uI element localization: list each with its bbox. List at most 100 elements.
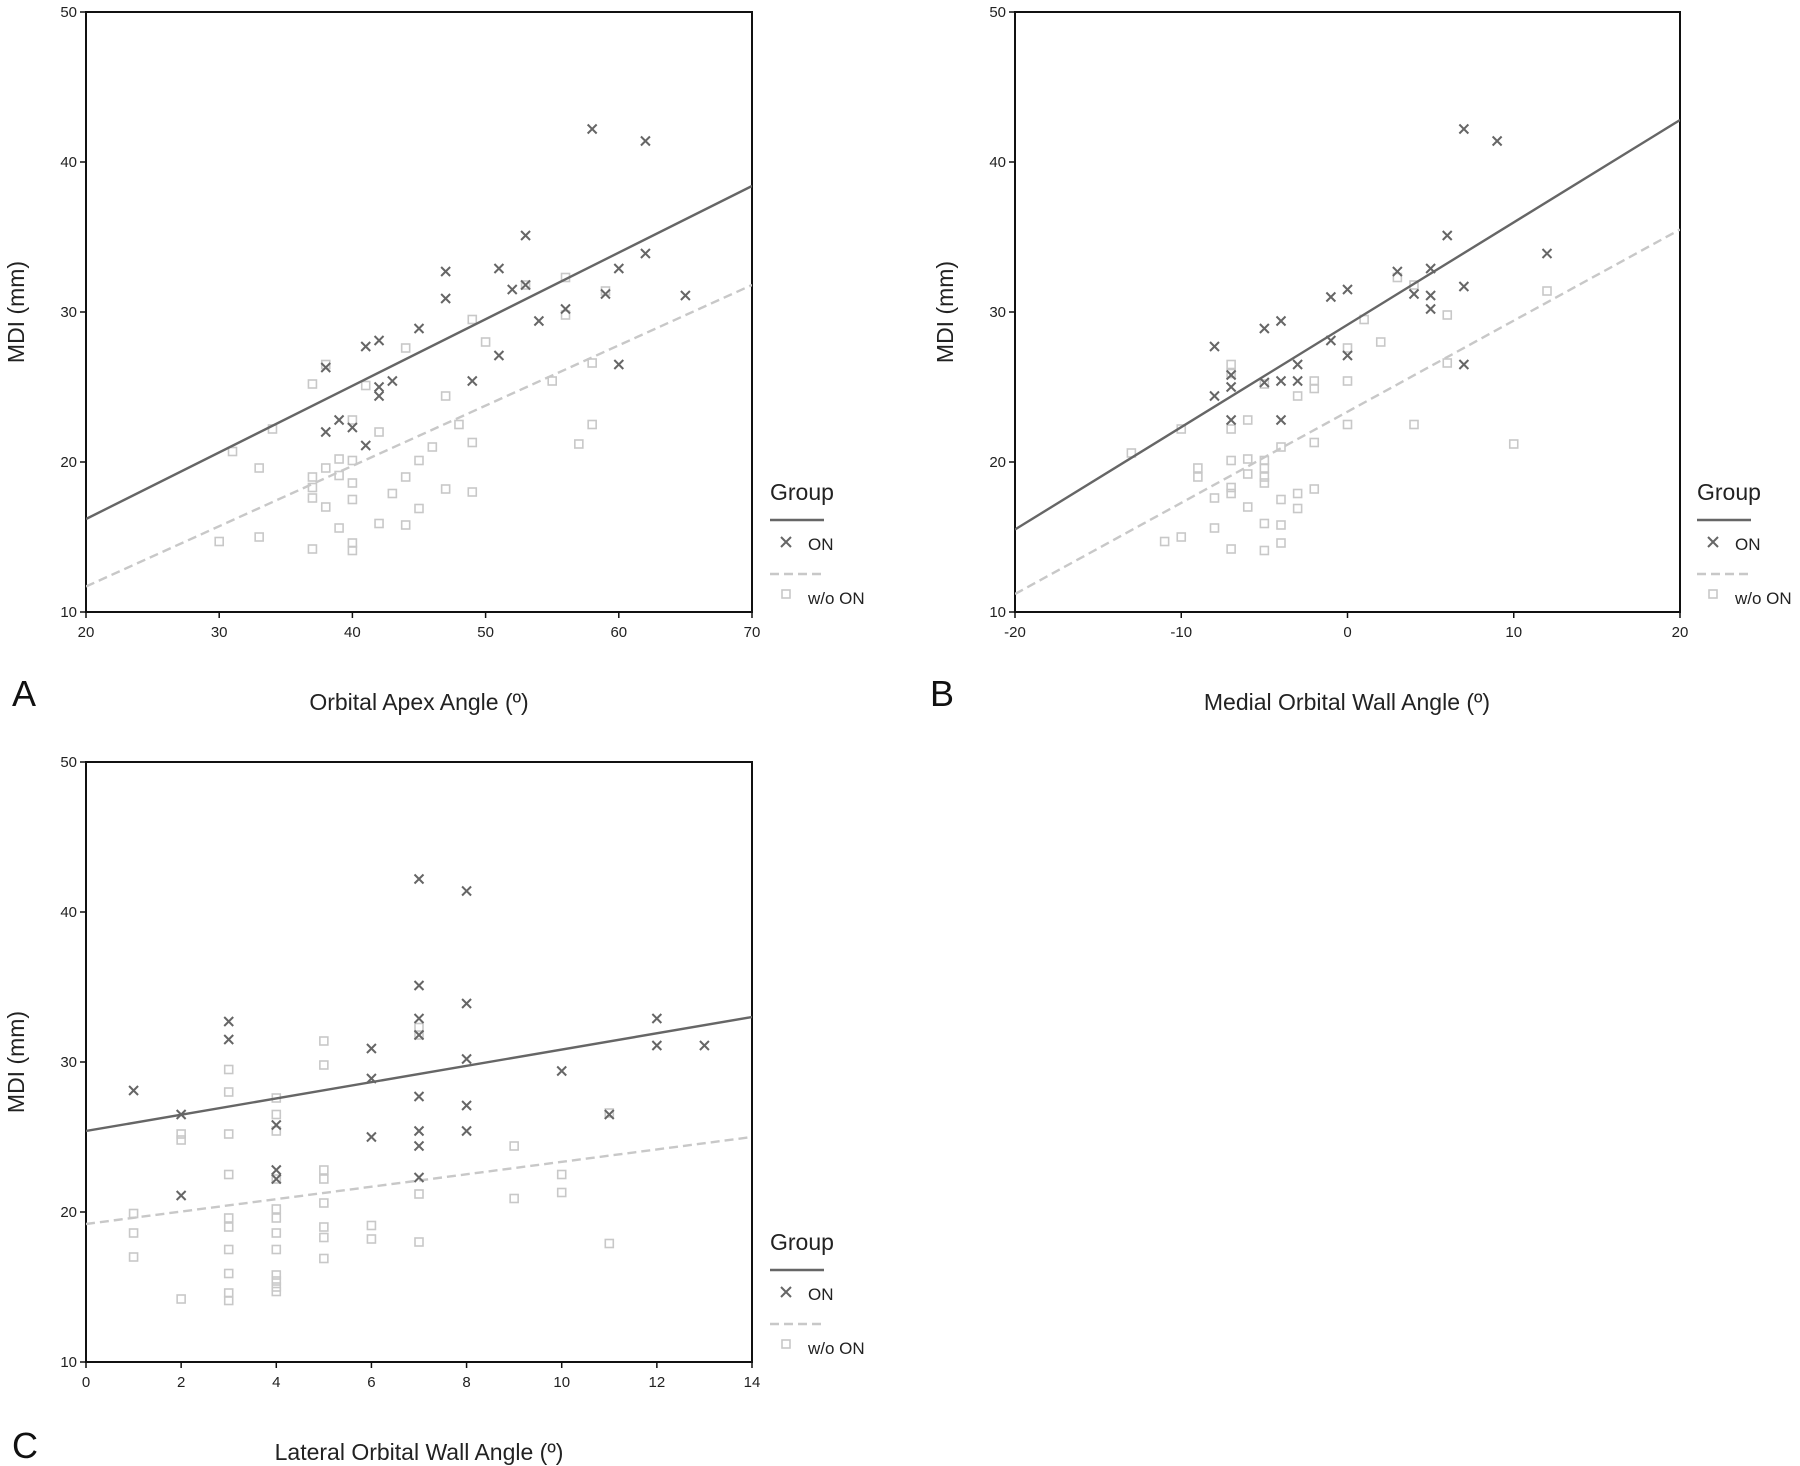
x-axis-title: Medial Orbital Wall Angle (º) bbox=[1204, 689, 1490, 715]
point-on bbox=[333, 414, 345, 426]
point-on bbox=[440, 293, 451, 304]
y-tick-label: 40 bbox=[989, 154, 1006, 171]
point-without-on bbox=[347, 494, 358, 505]
point-without-on bbox=[1226, 359, 1236, 370]
point-on bbox=[1342, 350, 1353, 361]
point-on bbox=[461, 885, 472, 897]
point-without-on bbox=[467, 314, 478, 325]
point-without-on bbox=[223, 1129, 234, 1139]
point-on bbox=[461, 1053, 472, 1065]
point-on bbox=[413, 980, 425, 991]
point-without-on bbox=[400, 343, 411, 353]
point-without-on bbox=[587, 358, 597, 368]
legend-title: Group bbox=[770, 479, 834, 505]
point-on bbox=[586, 123, 598, 135]
point-without-on bbox=[271, 1213, 282, 1223]
point-on bbox=[413, 1172, 425, 1183]
point-on bbox=[387, 375, 398, 387]
point-on bbox=[1225, 369, 1237, 381]
legend-marker-without-on bbox=[781, 589, 791, 599]
point-on bbox=[1225, 414, 1237, 426]
point-on bbox=[651, 1013, 663, 1024]
point-without-on bbox=[414, 1237, 424, 1247]
y-tick-label: 10 bbox=[989, 604, 1006, 621]
legend-label-on: ON bbox=[808, 535, 834, 554]
point-on bbox=[413, 323, 425, 334]
point-on bbox=[223, 1016, 234, 1027]
point-on bbox=[366, 1073, 377, 1084]
point-without-on bbox=[556, 1169, 567, 1180]
point-without-on bbox=[128, 1208, 139, 1219]
point-without-on bbox=[1292, 488, 1303, 499]
point-on bbox=[651, 1040, 663, 1051]
point-without-on bbox=[366, 1234, 377, 1244]
point-without-on bbox=[223, 1213, 234, 1223]
point-without-on bbox=[387, 488, 398, 499]
plot-data bbox=[1015, 118, 1680, 596]
point-on bbox=[1292, 359, 1303, 370]
point-without-on bbox=[400, 472, 411, 482]
point-on bbox=[604, 1109, 615, 1120]
point-on bbox=[1209, 390, 1220, 402]
point-on bbox=[1275, 375, 1287, 387]
point-without-on bbox=[347, 478, 358, 488]
point-without-on bbox=[1259, 478, 1270, 488]
y-tick-label: 20 bbox=[60, 454, 77, 471]
point-on bbox=[320, 362, 331, 373]
point-on bbox=[366, 1131, 377, 1143]
point-without-on bbox=[307, 379, 318, 389]
point-without-on bbox=[223, 1087, 234, 1097]
point-without-on bbox=[414, 503, 424, 514]
point-without-on bbox=[414, 455, 424, 466]
point-on bbox=[1458, 359, 1470, 370]
legend: Group ON w/o ON bbox=[770, 1229, 865, 1358]
point-without-on bbox=[1259, 472, 1270, 482]
point-without-on bbox=[307, 482, 318, 493]
point-without-on bbox=[1508, 439, 1519, 449]
point-without-on bbox=[271, 1244, 282, 1255]
point-on bbox=[1491, 135, 1503, 147]
point-without-on bbox=[319, 1253, 329, 1264]
x-tick-label: 50 bbox=[477, 624, 494, 641]
point-without-on bbox=[1375, 337, 1386, 347]
point-without-on bbox=[414, 1189, 424, 1199]
point-without-on bbox=[1342, 376, 1353, 386]
x-tick-label: 30 bbox=[211, 624, 228, 641]
point-without-on bbox=[360, 380, 371, 391]
point-on bbox=[467, 375, 478, 387]
legend-label-on: ON bbox=[1735, 535, 1761, 554]
point-on bbox=[461, 998, 472, 1009]
point-on bbox=[413, 1013, 425, 1024]
point-on bbox=[360, 440, 371, 451]
point-on bbox=[1541, 248, 1553, 259]
y-tick-label: 10 bbox=[60, 604, 77, 621]
point-on bbox=[1292, 375, 1303, 387]
point-without-on bbox=[1276, 494, 1286, 505]
legend-marker-without-on bbox=[781, 1339, 791, 1349]
point-without-on bbox=[560, 310, 571, 320]
point-on bbox=[413, 1125, 425, 1137]
x-axis-title: Orbital Apex Angle (º) bbox=[309, 689, 528, 715]
point-without-on bbox=[271, 1126, 282, 1136]
point-without-on bbox=[271, 1276, 282, 1286]
point-on bbox=[507, 284, 518, 295]
point-on bbox=[271, 1119, 282, 1131]
point-on bbox=[347, 422, 358, 433]
point-without-on bbox=[604, 1108, 615, 1118]
point-on bbox=[1209, 341, 1220, 352]
point-on bbox=[1342, 284, 1353, 295]
point-without-on bbox=[604, 1238, 615, 1249]
x-tick-label: 20 bbox=[78, 624, 95, 641]
plot-frame bbox=[85, 11, 753, 613]
point-on bbox=[1425, 290, 1436, 301]
y-tick-label: 40 bbox=[60, 154, 77, 171]
point-without-on bbox=[1242, 502, 1253, 512]
point-without-on bbox=[374, 518, 384, 529]
point-without-on bbox=[440, 391, 451, 401]
panel-letter: B bbox=[930, 673, 954, 714]
point-on bbox=[366, 1043, 377, 1054]
point-on bbox=[413, 1091, 425, 1102]
point-without-on bbox=[334, 523, 344, 533]
point-on bbox=[556, 1065, 567, 1077]
